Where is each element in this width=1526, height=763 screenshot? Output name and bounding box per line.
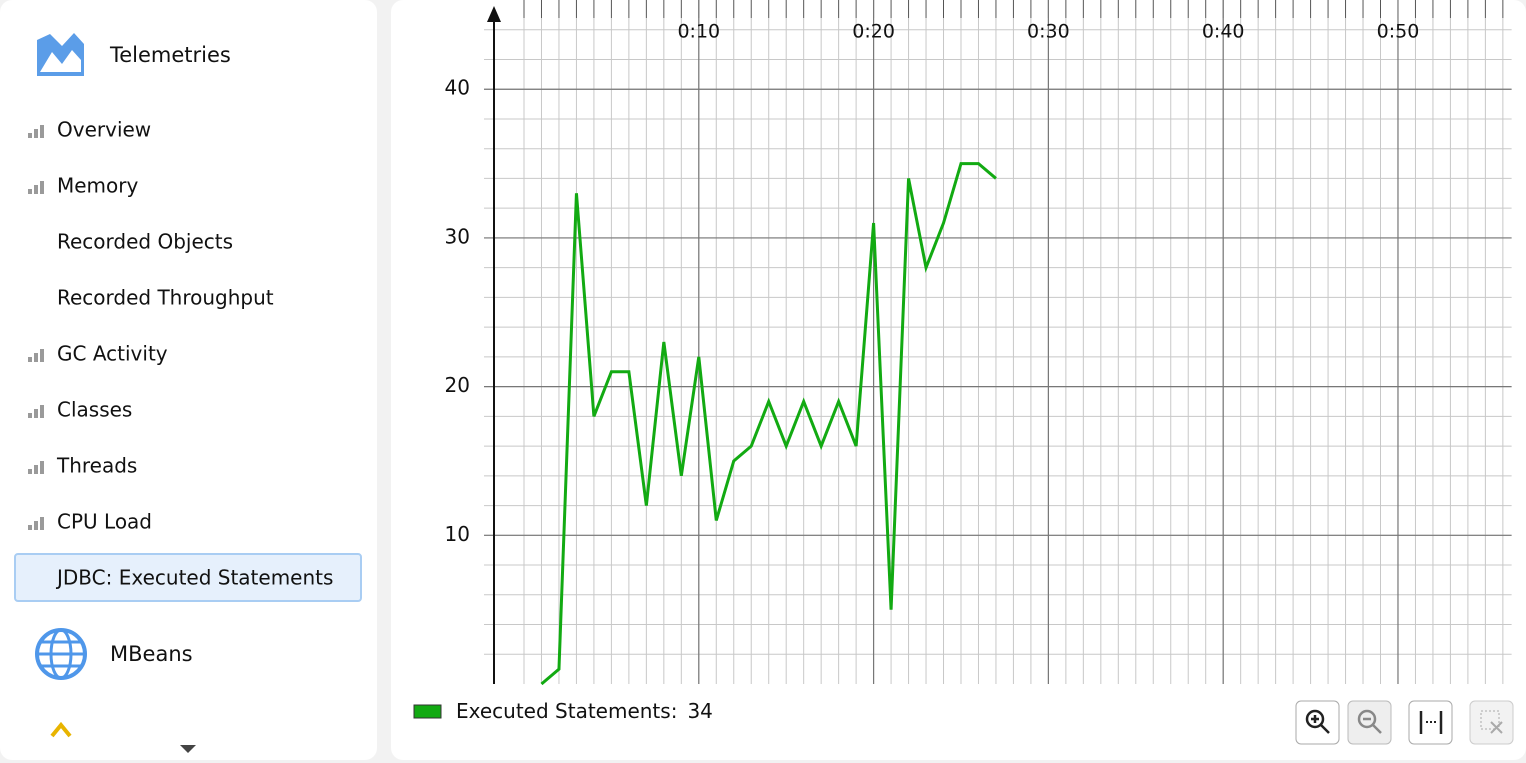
x-tick-label: 0:10: [677, 21, 720, 43]
y-tick-label: 30: [445, 224, 470, 248]
sidebar-item[interactable]: JDBC: Executed Statements: [55, 566, 333, 590]
sidebar: Telemetries MBeans Overview Memory Recorde…: [14, 33, 362, 753]
item-icon-bar: [40, 125, 44, 138]
item-icon-bar: [34, 465, 38, 474]
y-axis-arrow: [487, 6, 501, 22]
sidebar-footer[interactable]: MBeans: [110, 642, 193, 666]
sidebar-item[interactable]: Threads: [56, 454, 137, 478]
zoom-in-button[interactable]: [1295, 700, 1340, 745]
legend-swatch: [413, 704, 442, 719]
item-icon-bar: [28, 357, 32, 362]
legend-name: Executed Statements:: [456, 699, 677, 723]
zoom-in-icon: [1311, 715, 1330, 734]
selected-item-bg: [14, 553, 362, 602]
zoom-out-icon: [1357, 709, 1377, 729]
sidebar-item[interactable]: Recorded Objects: [57, 230, 233, 254]
x-tick-label: 0:30: [1027, 21, 1070, 43]
item-icon-bar: [34, 521, 38, 530]
telemetries-icon-detail: [40, 50, 81, 72]
toolbar: [1295, 700, 1514, 745]
x-tick-label: 0:40: [1202, 21, 1245, 43]
x-tick-label: 0:20: [852, 21, 895, 43]
item-icon-bar: [28, 413, 32, 418]
item-icon-bar: [40, 349, 44, 362]
clear-selection-icon: [1490, 721, 1503, 734]
item-icon-bar: [34, 129, 38, 138]
y-tick-label: 40: [445, 76, 470, 100]
legend-label: Executed Statements: 34: [456, 699, 713, 723]
legend-current-value: 34: [687, 699, 712, 723]
item-icon-bar: [40, 517, 44, 530]
sidebar-header: Telemetries: [109, 43, 231, 67]
sidebar-item[interactable]: CPU Load: [57, 510, 152, 534]
chart: 10 20 30 40 0:10 0:20 0:30 0:40 0:50 Executed Sta…: [413, 0, 1512, 723]
fit-icon: [1419, 711, 1443, 734]
item-icon-bar: [28, 189, 32, 194]
item-icon-bar: [34, 409, 38, 418]
x-tick-label: 0:50: [1377, 21, 1420, 43]
data-line: [540, 162, 997, 686]
zoom-in-icon: [1305, 709, 1325, 729]
item-icon-bar: [34, 353, 38, 362]
item-icon-bar: [28, 525, 32, 530]
sidebar-item[interactable]: Overview: [57, 118, 151, 142]
sidebar-item[interactable]: Memory: [57, 174, 139, 198]
clear-selection-icon: [1480, 710, 1500, 730]
item-icon-bar: [28, 469, 32, 474]
zoom-out-icon: [1363, 717, 1382, 734]
zoom-out-button[interactable]: [1347, 700, 1392, 745]
sidebar-item[interactable]: GC Activity: [57, 342, 168, 366]
partial-icon: [50, 721, 72, 738]
sidebar-item[interactable]: Recorded Throughput: [57, 286, 274, 310]
item-icon-bar: [40, 181, 44, 194]
sidebar-item[interactable]: Classes: [57, 398, 132, 422]
scroll-down-arrow[interactable]: [180, 745, 196, 753]
item-icon-bar: [40, 461, 44, 474]
item-icon-bar: [34, 185, 38, 194]
item-icon-bar: [28, 133, 32, 138]
y-tick-label: 20: [445, 373, 470, 397]
chart-panel: [391, 0, 1526, 760]
item-icon-bar: [40, 405, 44, 418]
y-tick-label: 10: [445, 522, 470, 546]
